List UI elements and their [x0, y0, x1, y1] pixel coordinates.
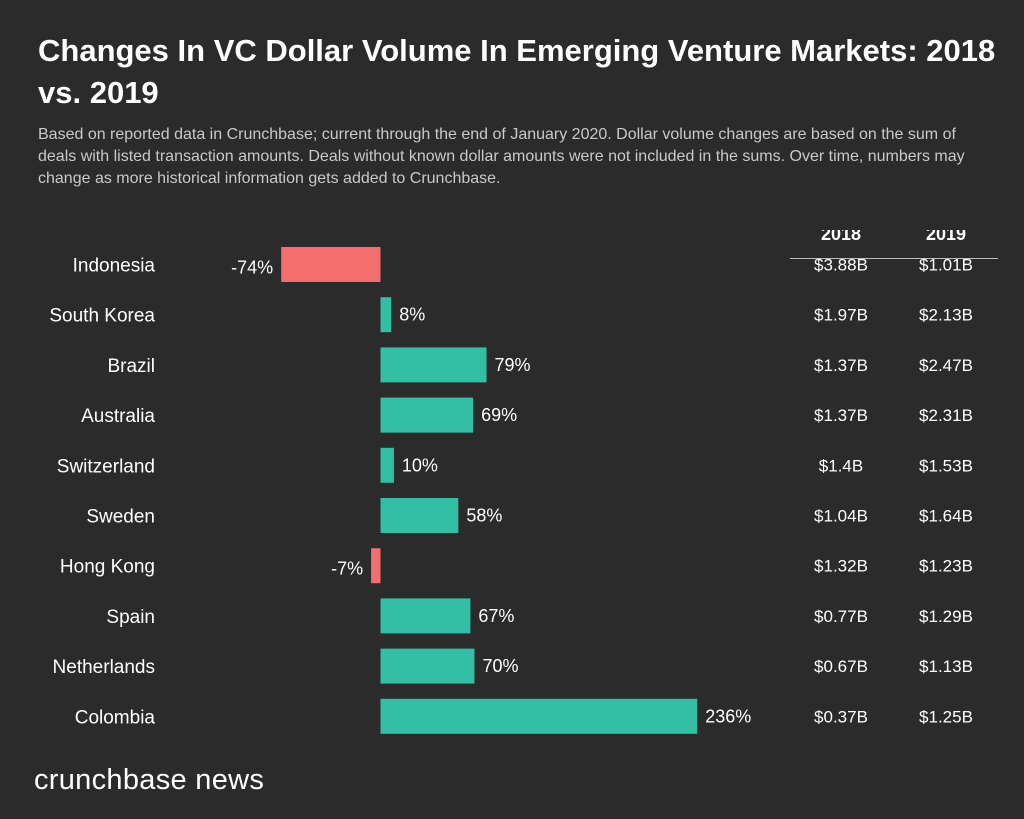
table-cell-2019-spain: $1.29B [919, 607, 973, 626]
category-label-netherlands: Netherlands [53, 657, 155, 678]
chart-subtitle: Based on reported data in Crunchbase; cu… [38, 124, 998, 190]
category-label-switzerland: Switzerland [57, 456, 155, 477]
table-cell-2019-colombia: $1.25B [919, 707, 973, 726]
table-cell-2018-australia: $1.37B [814, 406, 868, 425]
category-label-australia: Australia [81, 406, 155, 427]
bar-chart: 2018 2019 Indonesia -74% $3.88B $1.01B South K… [0, 230, 1024, 750]
bar-australia [381, 398, 474, 433]
value-label-hong-kong: -7% [331, 559, 363, 579]
chart-title: Changes In VC Dollar Volume In Emerging … [38, 30, 998, 114]
bar-hong-kong [371, 548, 380, 583]
value-label-australia: 69% [481, 405, 517, 425]
bar-brazil [381, 347, 487, 382]
table-header-2018: 2018 [821, 230, 861, 244]
table-cell-2018-sweden: $1.04B [814, 507, 868, 526]
value-label-colombia: 236% [705, 706, 751, 726]
bar-spain [381, 598, 471, 633]
value-label-brazil: 79% [495, 355, 531, 375]
brand-logo: crunchbase news [34, 764, 264, 797]
category-label-south-korea: South Korea [49, 306, 155, 327]
value-label-switzerland: 10% [402, 455, 438, 475]
bar-colombia [381, 699, 698, 734]
value-label-indonesia: -74% [231, 258, 273, 278]
table-cell-2019-brazil: $2.47B [919, 356, 973, 375]
table-cell-2019-indonesia: $1.01B [919, 256, 973, 275]
category-label-indonesia: Indonesia [73, 256, 156, 277]
bar-sweden [381, 498, 459, 533]
table-cell-2019-hong-kong: $1.23B [919, 557, 973, 576]
bar-switzerland [381, 448, 394, 483]
table-cell-2019-sweden: $1.64B [919, 507, 973, 526]
table-cell-2019-australia: $2.31B [919, 406, 973, 425]
table-cell-2019-netherlands: $1.13B [919, 657, 973, 676]
table-cell-2018-hong-kong: $1.32B [814, 557, 868, 576]
value-label-spain: 67% [478, 606, 514, 626]
value-label-netherlands: 70% [482, 656, 518, 676]
table-cell-2018-south-korea: $1.97B [814, 306, 868, 325]
value-label-south-korea: 8% [399, 305, 425, 325]
category-label-sweden: Sweden [86, 507, 155, 528]
table-cell-2018-indonesia: $3.88B [814, 256, 868, 275]
table-cell-2018-colombia: $0.37B [814, 707, 868, 726]
category-label-brazil: Brazil [107, 356, 155, 377]
bar-indonesia [281, 247, 380, 282]
table-header-2019: 2019 [926, 230, 966, 244]
category-label-hong-kong: Hong Kong [60, 557, 155, 578]
bar-south-korea [381, 297, 392, 332]
table-cell-2019-switzerland: $1.53B [919, 456, 973, 475]
table-cell-2019-south-korea: $2.13B [919, 306, 973, 325]
table-cell-2018-switzerland: $1.4B [819, 456, 863, 475]
category-label-spain: Spain [106, 607, 155, 628]
table-cell-2018-netherlands: $0.67B [814, 657, 868, 676]
value-label-sweden: 58% [466, 506, 502, 526]
table-cell-2018-brazil: $1.37B [814, 356, 868, 375]
category-label-colombia: Colombia [75, 707, 156, 728]
bar-netherlands [381, 649, 475, 684]
table-cell-2018-spain: $0.77B [814, 607, 868, 626]
